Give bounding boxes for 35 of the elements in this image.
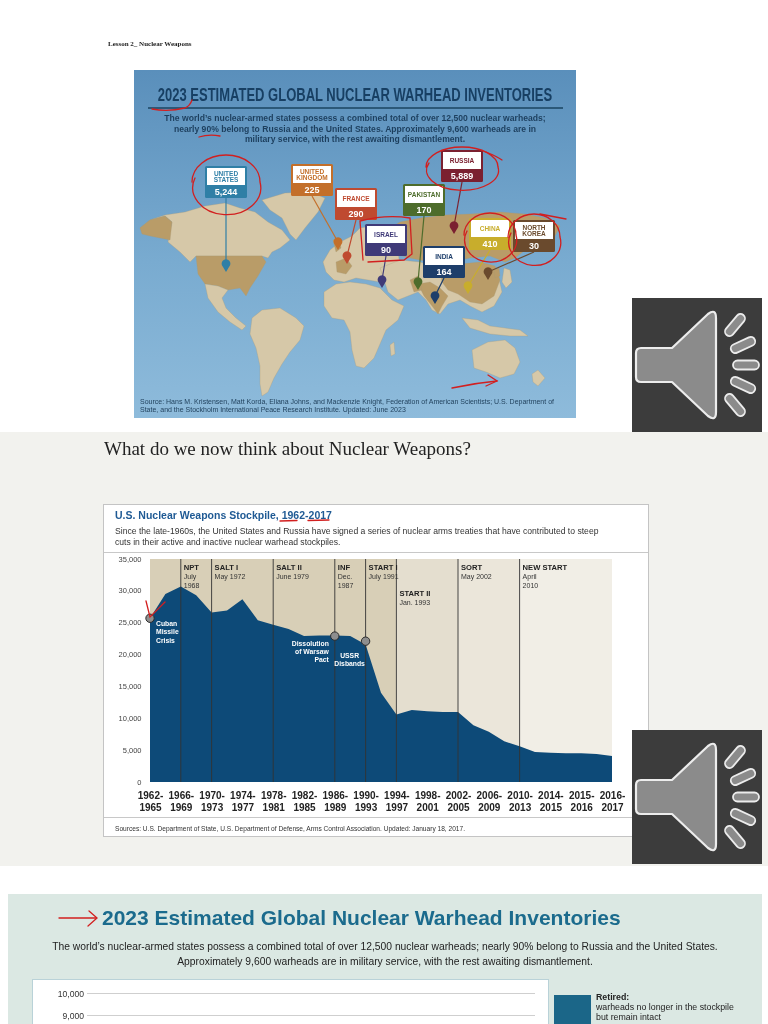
x-tick-label: 1982-1985 [291, 789, 318, 813]
x-tick-label: 1990-1993 [353, 789, 379, 813]
text: The world’s nuclear-armed states possess a combined total of over 12,500 nuclear warheads; nearly 90% belong to Russia and the United States. Approximately 9,600 warheads are in military service, with the rest awaiting dismantlement. [51, 940, 719, 969]
data-label: 30 [528, 240, 540, 251]
data-label: 164 [436, 266, 452, 277]
chart-title: U.S. Nuclear Weapons Stockpile, 1962-2017 [115, 509, 332, 521]
x-tick-label: 1998-2001 [414, 789, 441, 813]
x-tick-label: 1970-1973 [199, 789, 225, 813]
x-tick-label: 2002-2005 [445, 789, 472, 813]
chart-subtitle: Since the late-1960s, the United States and Russia have signed a series of nuclear arms treaties that have contributed to steep cuts in their active and inactive nuclear warhead stockpiles. [115, 526, 600, 547]
data-label: 225 [304, 184, 320, 195]
data-label: 170 [416, 204, 432, 215]
data-label: 290 [348, 208, 364, 219]
x-tick-label: 2006-2009 [476, 789, 503, 813]
x-tick-label: 2015-2016 [568, 789, 595, 813]
data-label: 5,889 [450, 170, 474, 181]
x-tick-label: 1994-1997 [384, 789, 410, 813]
data-label: 90 [380, 244, 392, 255]
text: 9,000 [61, 1011, 84, 1021]
x-tick-label: 1986-1989 [322, 789, 349, 813]
data-label: 410 [482, 238, 498, 249]
x-tick-label: 1978-1981 [260, 789, 287, 813]
text: Retired: warheads no longer in the stockpile but remain intact [596, 992, 735, 1022]
text: 2023 Estimated Global Nuclear Warhead Inventories [102, 906, 621, 930]
x-tick-label: 2010-2013 [507, 789, 533, 813]
x-tick-label: 2014-2015 [538, 789, 564, 813]
data-label: 5,244 [214, 186, 238, 197]
x-tick-label: 2016-2017 [599, 789, 626, 813]
text: What do we now think about Nuclear Weapons? [104, 438, 471, 460]
x-tick-label: 1966-1969 [168, 789, 195, 813]
text: 10,000 [56, 989, 84, 999]
x-tick-label: 1962-1965 [137, 789, 164, 813]
text: The world’s nuclear-armed states possess a combined total of over 12,500 nuclear warheads; nearly 90% belong to Russia and the United States. Approximately 9,600 warheads are in military service, with the rest awaiting dismantlement. [163, 113, 547, 145]
text: 2023 ESTIMATED GLOBAL NUCLEAR WARHEAD INVENTORIES [156, 84, 554, 105]
x-tick-label: 1974-1977 [230, 789, 256, 813]
